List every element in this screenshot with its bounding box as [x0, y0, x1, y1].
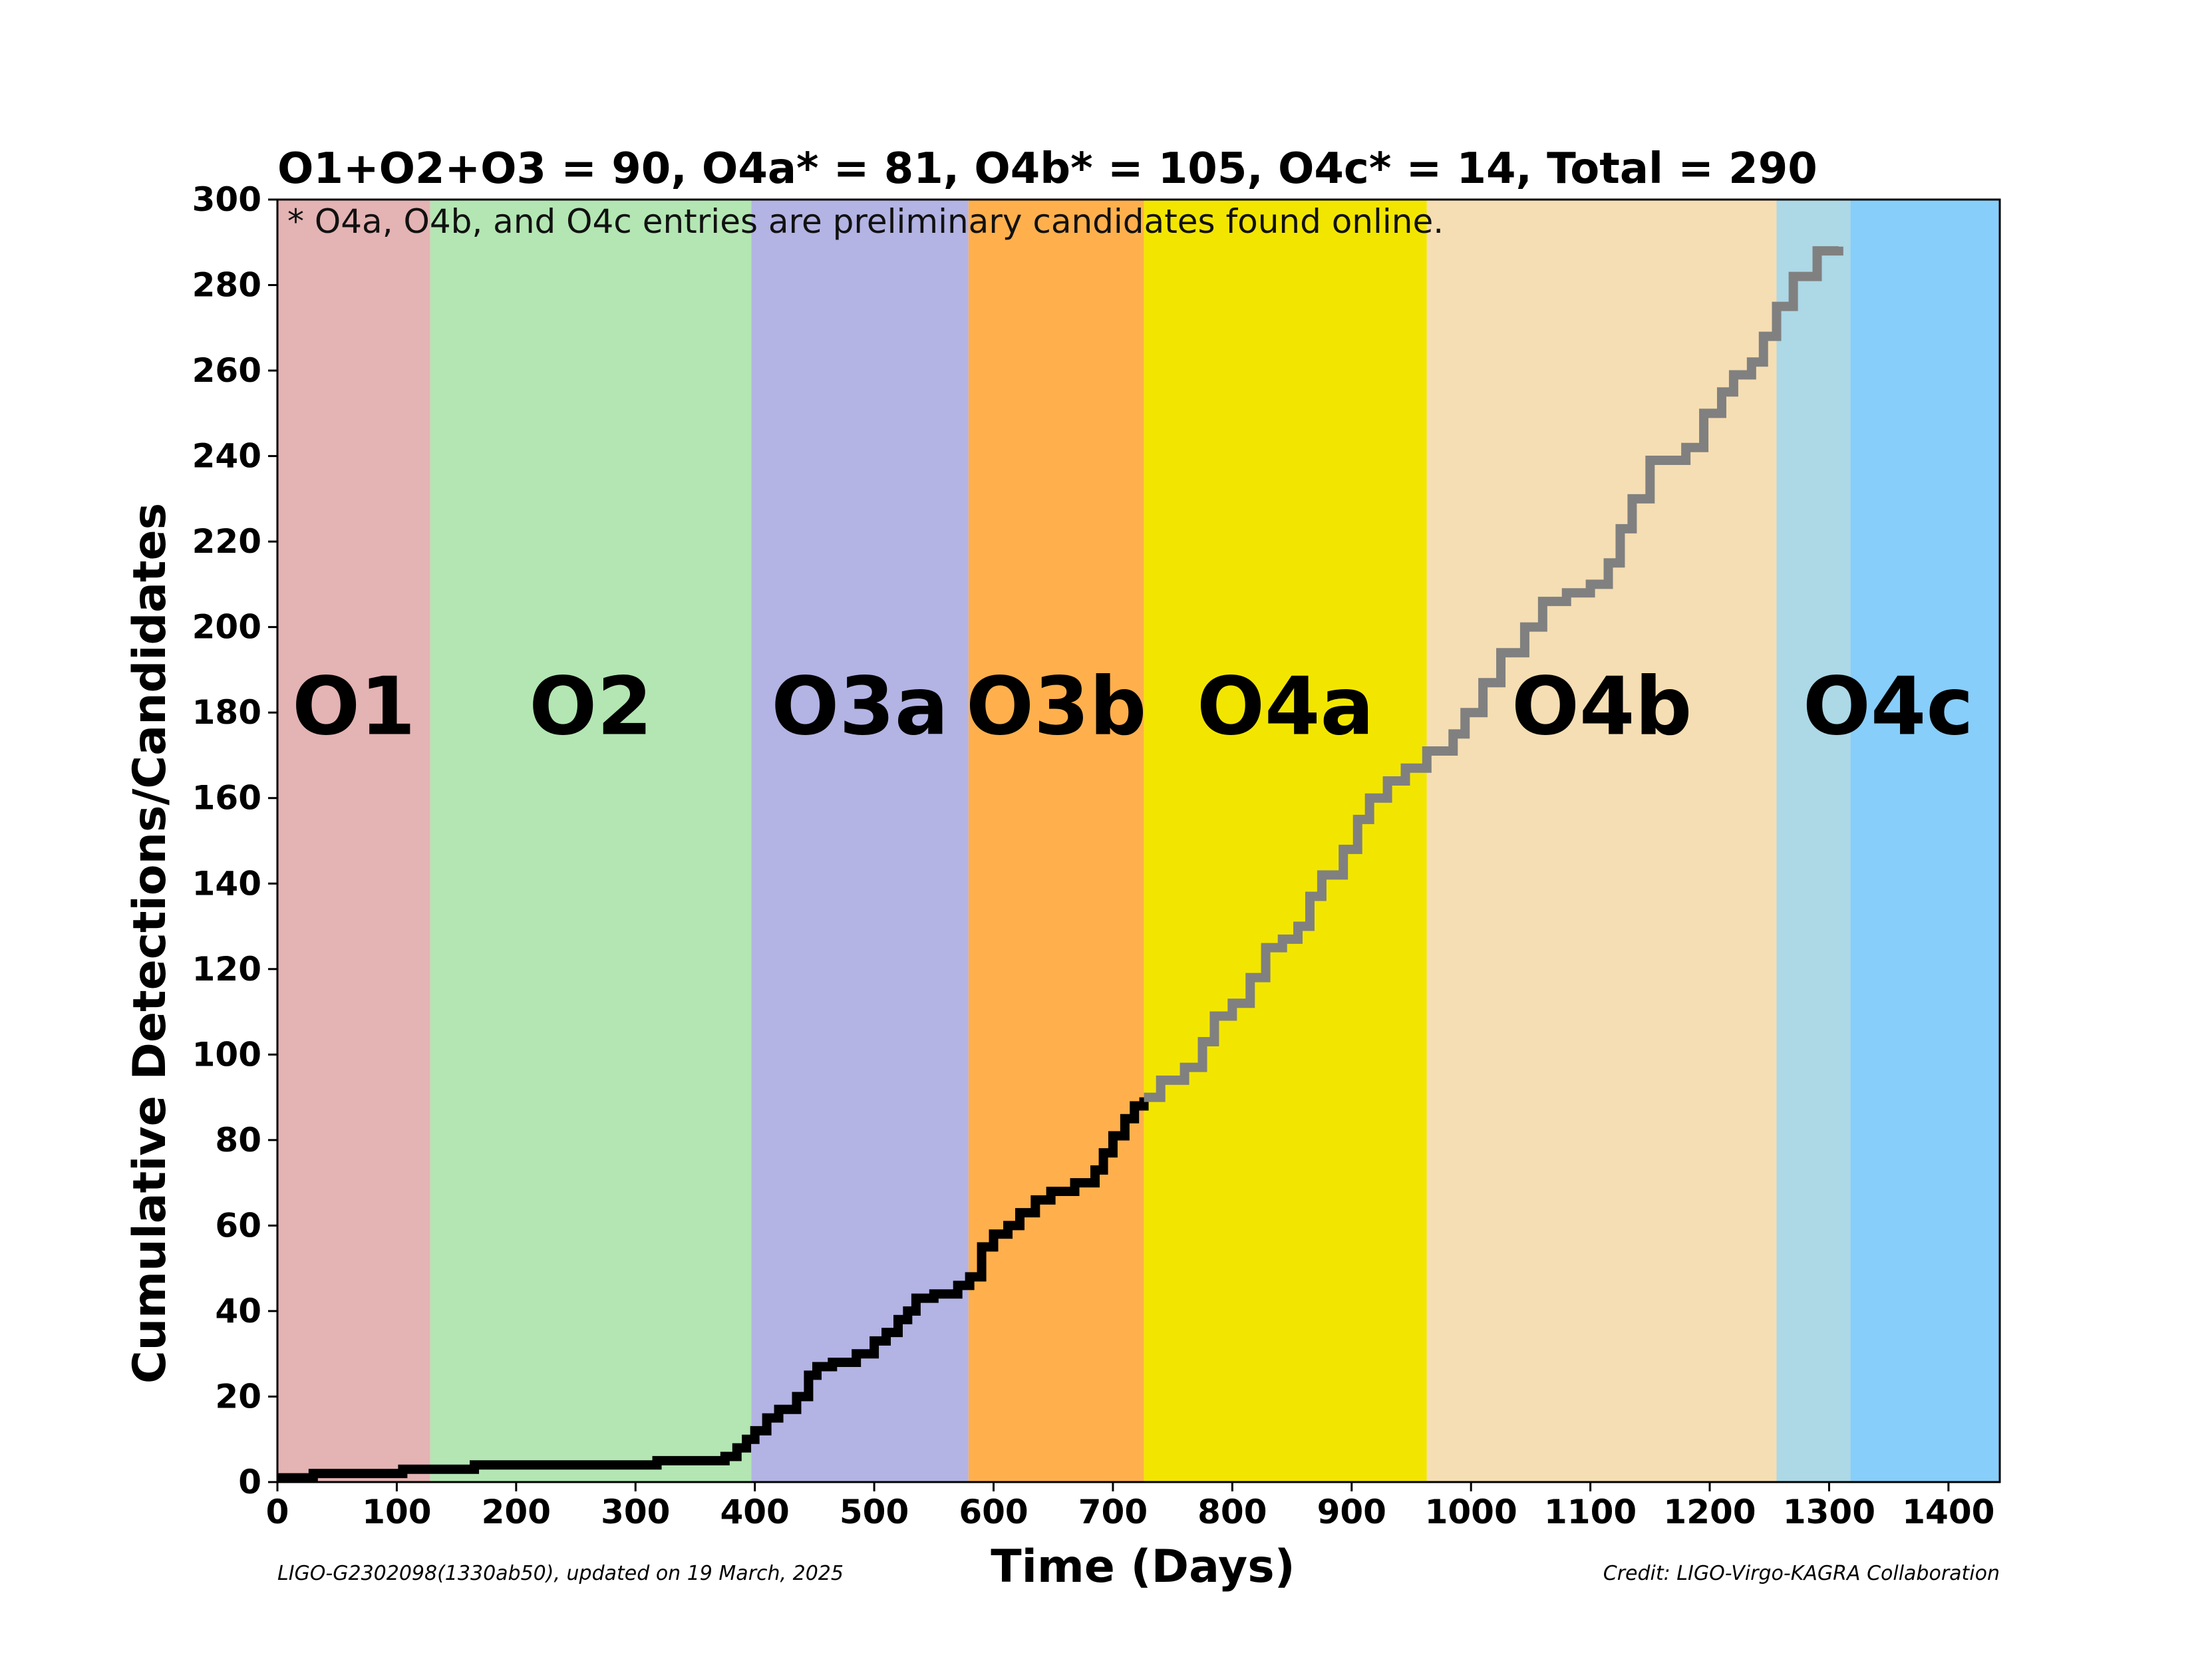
x-tick-label: 600	[959, 1493, 1028, 1531]
series-line-2	[1144, 246, 1843, 1102]
y-tick-label: 160	[192, 779, 261, 818]
y-tick-label: 80	[215, 1121, 261, 1159]
chart-title: O1+O2+O3 = 90, O4a* = 81, O4b* = 105, O4…	[277, 144, 1817, 194]
y-tick-label: 0	[238, 1463, 261, 1501]
x-tick-label: 1200	[1663, 1493, 1756, 1531]
y-tick-label: 40	[215, 1292, 261, 1330]
run-label-o2: O2	[529, 661, 653, 753]
run-label-o4a: O4a	[1197, 661, 1374, 753]
observing-run-bands	[277, 200, 2000, 1482]
y-tick-label: 60	[215, 1206, 261, 1245]
y-tick-label: 220	[192, 522, 261, 561]
preliminary-note: * O4a, O4b, and O4c entries are prelimin…	[287, 202, 1444, 241]
x-tick-label: 200	[482, 1493, 551, 1531]
run-label-o4b: O4b	[1511, 661, 1692, 753]
x-tick-label: 800	[1197, 1493, 1267, 1531]
y-tick-label: 200	[192, 608, 261, 647]
y-tick-label: 100	[192, 1035, 261, 1074]
y-tick-label: 20	[215, 1377, 261, 1416]
run-band-o3a	[751, 200, 969, 1482]
x-tick-label: 1100	[1544, 1493, 1637, 1531]
y-tick-label: 300	[192, 180, 261, 219]
y-tick-label: 120	[192, 950, 261, 988]
series-line-1	[277, 1097, 1149, 1483]
cumulative-series	[277, 246, 1843, 1483]
x-tick-label: 700	[1078, 1493, 1148, 1531]
y-tick-label: 240	[192, 437, 261, 476]
plot-frame	[276, 198, 2001, 1483]
run-label-o1: O1	[292, 661, 416, 753]
x-tick-label: 1400	[1902, 1493, 1994, 1531]
y-axis-ticks: 0 20 40 60 80 100 120 140 160 180 200 220 240 260 280 3…	[192, 180, 277, 1501]
y-tick-label: 260	[192, 351, 261, 390]
observing-run-labels: O1 O2 O3a O3b O4a O4b O4c	[292, 661, 1973, 753]
x-tick-label: 0	[266, 1493, 289, 1531]
x-axis-title: Time (Days)	[991, 1541, 1295, 1593]
x-tick-label: 500	[840, 1493, 909, 1531]
x-axis-ticks: 0 100 200 300 400 500 600 700 800 900 1000 1100 1200…	[266, 1482, 1994, 1531]
run-band-o1	[277, 200, 430, 1482]
y-tick-label: 280	[192, 266, 261, 305]
run-band-o4a	[1144, 200, 1427, 1482]
y-tick-label: 140	[192, 864, 261, 903]
x-tick-label: 900	[1317, 1493, 1386, 1531]
run-label-o3a: O3a	[771, 661, 948, 753]
y-tick-label: 180	[192, 693, 261, 732]
run-band-o2	[430, 200, 752, 1482]
x-tick-label: 1000	[1425, 1493, 1517, 1531]
run-label-o4c: O4c	[1803, 661, 1974, 753]
y-axis-title: Cumulative Detections/Candidates	[124, 503, 176, 1384]
run-band-o4c-start	[1776, 200, 1851, 1482]
footer-document-id: LIGO-G2302098(1330ab50), updated on 19 M…	[277, 1562, 844, 1585]
x-tick-label: 1300	[1783, 1493, 1875, 1531]
run-label-o3b: O3b	[966, 661, 1146, 753]
run-band-o3b	[968, 200, 1144, 1482]
x-tick-label: 400	[720, 1493, 789, 1531]
footer-credit: Credit: LIGO-Virgo-KAGRA Collaboration	[1603, 1562, 2000, 1585]
x-tick-label: 300	[601, 1493, 670, 1531]
x-tick-label: 100	[362, 1493, 431, 1531]
